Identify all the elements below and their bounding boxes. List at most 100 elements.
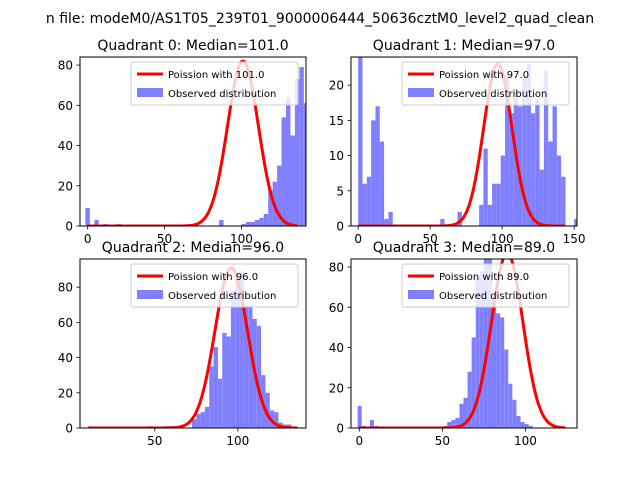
x-tick-label: 100 — [230, 232, 253, 246]
histogram-bar — [459, 403, 464, 428]
histogram-bar — [463, 397, 468, 428]
y-tick-label: 15 — [329, 114, 344, 128]
histogram-bar — [317, 158, 321, 226]
histogram-bar — [313, 137, 317, 226]
legend-box — [130, 263, 299, 308]
histogram-bar — [250, 221, 255, 226]
histogram-bar — [561, 176, 566, 226]
y-tick-label: 0 — [336, 422, 344, 436]
histogram-bar — [508, 383, 513, 428]
histogram-bar — [217, 378, 223, 428]
y-tick-label: 20 — [329, 79, 344, 93]
x-tick-label: 50 — [435, 434, 450, 448]
axes-frame — [79, 56, 307, 227]
legend-curve-label: Poission with 97.0 — [439, 70, 529, 81]
histogram-bar — [265, 392, 270, 428]
histogram-bar — [479, 271, 484, 428]
histogram-bar — [530, 113, 536, 226]
histogram-bar — [344, 216, 348, 226]
histogram-bar — [245, 221, 251, 226]
subplot-title: Quadrant 2: Median=96.0 — [102, 240, 284, 256]
histogram-bar — [308, 119, 312, 226]
histogram-bar — [455, 417, 460, 428]
histogram-bar — [496, 183, 501, 226]
legend-hist-swatch — [137, 88, 163, 97]
y-tick-label: 80 — [58, 281, 73, 295]
histogram-bar — [528, 425, 533, 428]
histogram-bar — [512, 399, 517, 428]
y-tick-label: 80 — [58, 59, 73, 73]
histogram-bar — [384, 218, 389, 226]
histogram-bar — [517, 106, 523, 226]
y-tick-label: 20 — [58, 386, 73, 400]
histogram-bar — [196, 413, 201, 428]
histogram-bar — [487, 204, 493, 226]
histogram-bar — [504, 349, 509, 428]
legend-hist-swatch — [137, 290, 163, 299]
histogram-bar — [219, 219, 224, 226]
y-tick-label: 0 — [65, 220, 73, 234]
x-tick-label: 150 — [563, 232, 586, 246]
y-tick-label: 10 — [329, 149, 344, 163]
poisson-curve — [358, 259, 566, 428]
x-tick-label: 0 — [355, 434, 363, 448]
histogram-bar — [500, 155, 506, 226]
legend: Poission with 101.0 Observed distribution — [130, 61, 299, 106]
histogram-bar — [259, 217, 264, 226]
histogram-bar — [241, 223, 246, 226]
poisson-curve — [87, 59, 298, 226]
legend-box — [130, 61, 299, 106]
subplot-title: Quadrant 0: Median=101.0 — [97, 38, 288, 54]
histogram-bar — [574, 218, 577, 226]
histogram-bar — [200, 412, 205, 428]
histogram-bar — [552, 106, 557, 226]
histogram-bar — [274, 412, 279, 428]
histogram-bar — [548, 141, 553, 226]
histogram-bar — [475, 277, 480, 428]
histogram-bar — [239, 271, 244, 428]
histogram-bar — [509, 113, 514, 226]
x-tick-label: 100 — [226, 434, 249, 448]
histogram-bar — [492, 299, 497, 428]
histogram-bar — [451, 419, 456, 428]
histogram-bar — [479, 204, 484, 226]
histogram-bar — [256, 325, 262, 428]
histogram-bar — [222, 332, 227, 428]
legend-hist-label: Observed distribution — [439, 89, 547, 100]
x-tick-label: 0 — [84, 232, 92, 246]
subplot-title: Quadrant 1: Median=97.0 — [373, 38, 555, 54]
subplot-quadrant-1: 0 50 100 150 0 5 10 15 20 Quadrant 1: Median=97.0… — [329, 38, 591, 246]
histogram-bar — [299, 67, 304, 226]
histogram-bar — [322, 190, 326, 226]
subplot-quadrant-2: 50 100 0 20 40 60 80 Quadrant 2: Median=96.0 Poi… — [58, 240, 307, 448]
legend-box — [401, 61, 570, 106]
subplot-title: Quadrant 3: Median=89.0 — [373, 240, 555, 256]
histogram-bar — [457, 211, 462, 226]
y-tick-label: 5 — [336, 184, 344, 198]
histogram-bar — [303, 103, 306, 226]
histogram-bar — [483, 259, 488, 428]
histogram-bar — [369, 419, 374, 428]
y-tick-label: 20 — [329, 381, 344, 395]
poisson-curve — [87, 266, 299, 428]
histogram-bar — [263, 213, 269, 226]
histogram-bar — [226, 336, 231, 428]
x-tick-label: 100 — [491, 232, 514, 246]
subplot-quadrant-3: 0 50 100 0 20 40 60 80 Quadrant 3: Median=89.0 Po… — [329, 240, 578, 448]
histogram-bar — [326, 172, 330, 226]
figure-suptitle: n file: modeM0/AS1T05_239T01_9000006444_… — [46, 11, 594, 27]
histogram-bar — [587, 219, 591, 226]
histogram-bar — [209, 366, 214, 428]
legend-hist-label: Observed distribution — [168, 89, 276, 100]
legend-curve-label: Poission with 101.0 — [168, 70, 264, 81]
histogram-bar — [213, 347, 218, 428]
histogram-bar — [556, 155, 562, 226]
y-tick-label: 20 — [58, 179, 73, 193]
histogram-bar — [379, 141, 385, 226]
histogram-bar — [366, 176, 372, 226]
histogram-bar — [357, 405, 362, 428]
histogram-bar — [516, 415, 521, 428]
axes-frame — [350, 258, 578, 429]
